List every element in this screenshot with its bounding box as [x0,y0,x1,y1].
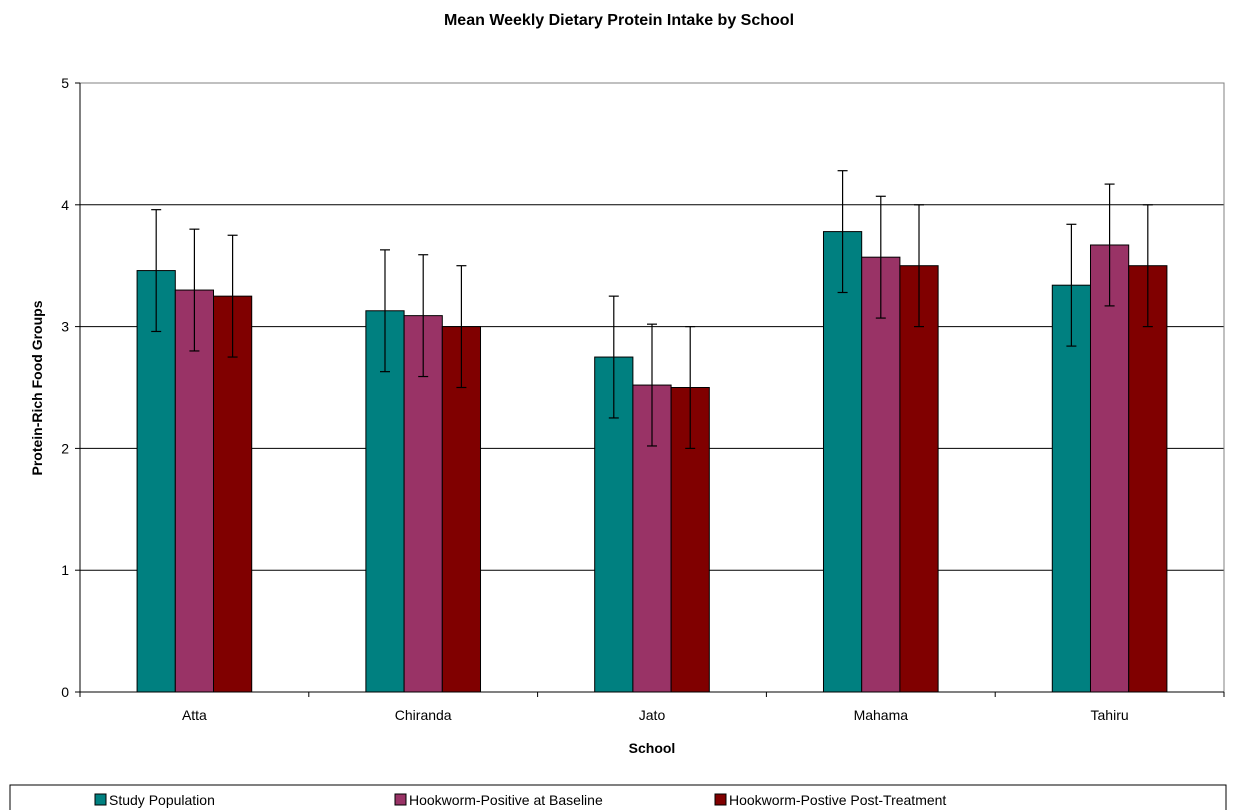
x-axis-label: School [629,740,676,756]
bar [1089,244,1130,693]
y-tick-label: 2 [61,440,69,456]
y-tick-label: 1 [61,562,69,578]
legend-swatch [714,793,727,806]
x-tick-label: Jato [639,707,666,723]
bar [365,310,405,693]
bar [1051,284,1091,693]
y-tick-label: 4 [61,197,69,213]
y-tick-label: 5 [61,75,69,91]
bar [899,265,939,693]
legend-swatch [394,793,407,806]
x-tick-label: Tahiru [1091,707,1129,723]
chart-title: Mean Weekly Dietary Protein Intake by Sc… [444,12,794,29]
legend-swatch [94,793,107,806]
y-axis-label: Protein-Rich Food Groups [29,300,45,475]
legend-label: Hookworm-Postive Post-Treatment [729,792,946,808]
axes: 0 1 2 3 4 5 Atta Chiranda Jato Mahama Tahiru [61,75,1225,723]
x-tick-label: Atta [182,707,207,723]
x-tick-label: Chiranda [395,707,452,723]
bars [136,170,1168,693]
bar [861,256,901,693]
bar [1128,265,1168,693]
bar [213,295,253,693]
bar [403,315,443,693]
bar [822,231,863,693]
y-tick-label: 0 [61,684,69,700]
legend-box [9,784,1227,810]
bar [136,270,176,693]
legend-label: Study Population [109,792,215,808]
x-tick-label: Mahama [854,707,909,723]
legend-label: Hookworm-Positive at Baseline [409,792,603,808]
legend: Study Population Hookworm-Positive at Bas… [9,784,1227,810]
y-tick-label: 3 [61,319,69,335]
